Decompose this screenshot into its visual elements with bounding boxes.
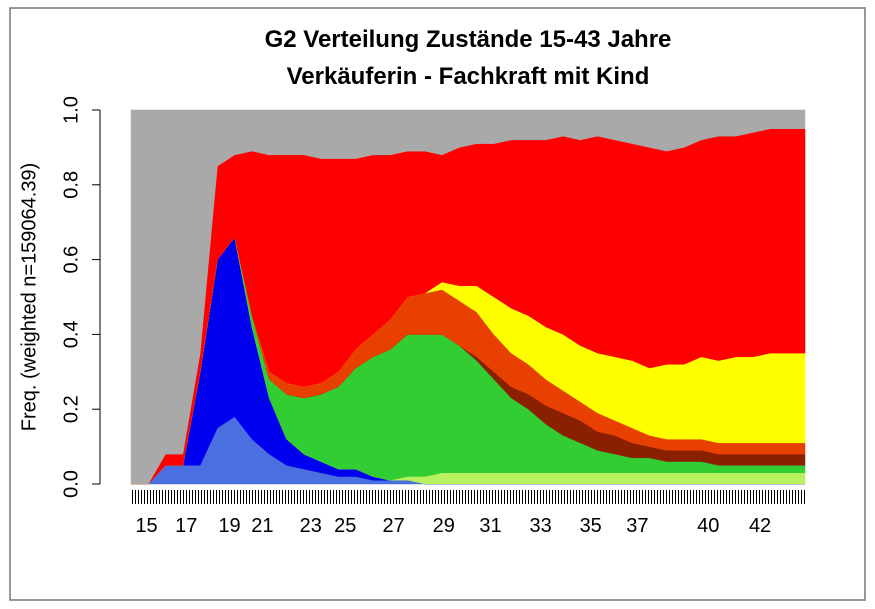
- x-tick-label: 19: [218, 515, 240, 537]
- y-tick-label: 0.4: [60, 320, 82, 348]
- chart-title: G2 Verteilung Zustände 15-43 Jahre: [265, 26, 672, 53]
- x-tick-label: 35: [580, 515, 602, 537]
- x-tick-label: 42: [749, 515, 771, 537]
- x-tick-label: 29: [433, 515, 455, 537]
- x-tick-label: 37: [626, 515, 648, 537]
- x-tick-label: 33: [529, 515, 551, 537]
- y-tick-label: 0.8: [60, 171, 82, 199]
- x-tick-label: 15: [135, 515, 157, 537]
- area: [130, 109, 806, 485]
- x-tick-label: 23: [300, 515, 322, 537]
- y-tick-label: 0.2: [60, 395, 82, 423]
- x-tick-label: 40: [697, 515, 719, 537]
- y-tick-label: 0.0: [60, 470, 82, 498]
- x-tick-label: 17: [175, 515, 197, 537]
- y-axis-label: Freq. (weighted n=159064.39): [18, 163, 40, 432]
- x-tick-label: 31: [479, 515, 501, 537]
- chart-subtitle: Verkäuferin - Fachkraft mit Kind: [287, 63, 650, 90]
- x-minor-ticks: [131, 490, 805, 504]
- x-tick-label: 25: [334, 515, 356, 537]
- y-tick-label: 1.0: [60, 96, 82, 124]
- plot-area: [130, 109, 806, 485]
- y-tick-label: 0.6: [60, 246, 82, 274]
- x-tick-label: 21: [251, 515, 273, 537]
- x-tick-label: 27: [383, 515, 405, 537]
